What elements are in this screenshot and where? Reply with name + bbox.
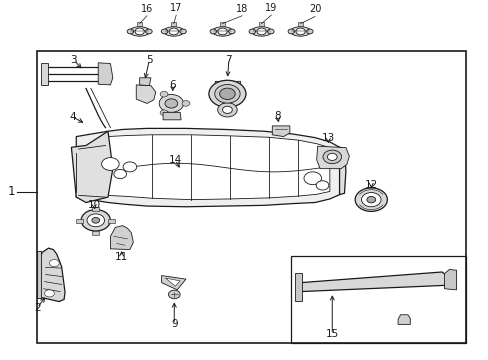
Text: 5: 5	[146, 55, 152, 65]
Circle shape	[114, 169, 126, 179]
Ellipse shape	[129, 27, 149, 36]
Text: 1: 1	[8, 185, 15, 198]
Circle shape	[354, 188, 386, 211]
Circle shape	[127, 29, 133, 34]
Circle shape	[323, 150, 341, 164]
Text: 2: 2	[34, 303, 41, 312]
Circle shape	[218, 28, 227, 35]
Circle shape	[287, 29, 294, 34]
Text: 15: 15	[325, 329, 338, 339]
Bar	[298, 22, 303, 26]
Bar	[220, 22, 224, 26]
Bar	[37, 51, 466, 343]
Circle shape	[214, 85, 240, 103]
Polygon shape	[98, 63, 113, 85]
Circle shape	[160, 91, 167, 97]
Text: 6: 6	[169, 80, 176, 90]
Circle shape	[366, 197, 375, 203]
Circle shape	[248, 29, 255, 34]
Text: 4: 4	[69, 112, 76, 122]
Circle shape	[316, 181, 328, 190]
Circle shape	[222, 106, 232, 113]
Circle shape	[81, 210, 110, 231]
Ellipse shape	[251, 27, 271, 36]
Polygon shape	[294, 273, 301, 301]
Polygon shape	[163, 112, 181, 120]
Polygon shape	[110, 226, 133, 249]
Ellipse shape	[212, 27, 232, 36]
Circle shape	[256, 28, 265, 35]
Polygon shape	[215, 81, 240, 94]
Bar	[137, 22, 142, 26]
Text: 9: 9	[171, 319, 177, 329]
Circle shape	[304, 172, 321, 185]
Circle shape	[160, 110, 167, 116]
Circle shape	[169, 28, 178, 35]
Polygon shape	[71, 131, 113, 203]
Circle shape	[219, 88, 235, 99]
Text: 12: 12	[364, 180, 377, 190]
Text: 7: 7	[225, 55, 232, 65]
Circle shape	[92, 217, 100, 223]
Text: 20: 20	[308, 4, 321, 14]
Polygon shape	[161, 275, 185, 290]
Polygon shape	[397, 315, 409, 324]
Text: 3: 3	[70, 55, 77, 65]
Text: 8: 8	[273, 111, 280, 121]
Polygon shape	[140, 78, 151, 86]
Circle shape	[361, 193, 380, 207]
Bar	[259, 22, 264, 26]
Circle shape	[145, 29, 152, 34]
Text: 16: 16	[141, 4, 153, 14]
Bar	[92, 207, 99, 211]
Circle shape	[267, 29, 273, 34]
Polygon shape	[300, 272, 448, 292]
Text: 17: 17	[170, 3, 182, 13]
Circle shape	[168, 290, 180, 299]
Circle shape	[164, 99, 177, 108]
Text: 14: 14	[168, 155, 182, 165]
Polygon shape	[39, 248, 65, 302]
Circle shape	[102, 158, 119, 170]
Circle shape	[208, 80, 245, 107]
Circle shape	[159, 95, 183, 112]
Circle shape	[180, 29, 186, 34]
Circle shape	[327, 153, 336, 161]
Text: 18: 18	[235, 4, 248, 14]
Polygon shape	[165, 278, 180, 286]
Polygon shape	[272, 126, 289, 136]
Polygon shape	[136, 85, 156, 103]
Ellipse shape	[290, 27, 310, 36]
Bar	[108, 219, 115, 223]
Circle shape	[295, 28, 305, 35]
Text: 19: 19	[264, 3, 277, 13]
Polygon shape	[339, 147, 345, 195]
Circle shape	[44, 290, 54, 297]
Ellipse shape	[163, 27, 183, 36]
Circle shape	[87, 214, 104, 227]
Polygon shape	[41, 63, 48, 85]
Circle shape	[210, 29, 216, 34]
Circle shape	[217, 103, 237, 117]
Circle shape	[182, 100, 189, 106]
Polygon shape	[76, 129, 339, 207]
Circle shape	[49, 260, 59, 267]
Bar	[92, 231, 99, 235]
Polygon shape	[37, 251, 41, 298]
Polygon shape	[444, 270, 456, 290]
Circle shape	[161, 29, 167, 34]
Bar	[171, 22, 176, 26]
Text: 13: 13	[321, 133, 334, 143]
Bar	[290, 256, 466, 343]
Text: 10: 10	[87, 201, 101, 210]
Text: 11: 11	[115, 252, 128, 262]
Circle shape	[306, 29, 312, 34]
Bar	[76, 219, 83, 223]
Polygon shape	[316, 146, 348, 168]
Polygon shape	[108, 135, 329, 200]
Circle shape	[123, 162, 137, 172]
Circle shape	[135, 28, 144, 35]
Circle shape	[228, 29, 235, 34]
